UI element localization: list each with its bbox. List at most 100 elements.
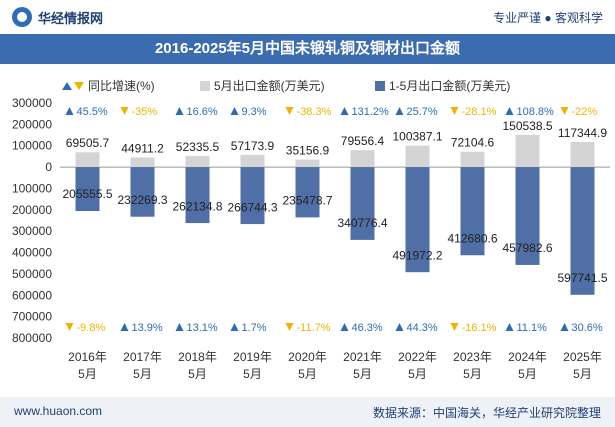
- bar-ytd: [185, 167, 210, 224]
- x-tick-label: 2019年: [233, 350, 272, 364]
- legend-label-growth: 同比增速(%): [88, 79, 155, 93]
- y-tick-label: 200000: [12, 203, 52, 217]
- y-tick-label: 100000: [12, 139, 52, 153]
- bar-ytd: [570, 167, 595, 295]
- growth-may-label: -28.1%: [462, 106, 497, 118]
- growth-ytd-label: -11.7%: [297, 322, 331, 334]
- y-tick-label: 0: [45, 160, 52, 174]
- bar-may: [295, 159, 320, 168]
- x-tick-label: 2021年: [343, 350, 382, 364]
- bar-may-label: 150538.5: [502, 119, 552, 133]
- y-tick-label: 100000: [12, 181, 52, 195]
- legend-swatch-ytd: [375, 81, 385, 91]
- growth-may-label: 25.7%: [407, 106, 438, 118]
- x-tick-label: 5月: [353, 367, 372, 381]
- growth-up-icon: [65, 107, 74, 115]
- growth-may-label: 108.8%: [517, 106, 555, 118]
- growth-up-icon: [560, 323, 569, 331]
- brand: 华经情报网: [12, 7, 103, 27]
- x-tick-label: 2023年: [453, 350, 492, 364]
- growth-ytd-label: 30.6%: [572, 322, 603, 334]
- y-tick-label: 300000: [12, 96, 52, 110]
- bar-may: [570, 142, 595, 168]
- y-tick-label: 300000: [12, 224, 52, 238]
- x-tick-label: 2024年: [508, 350, 547, 364]
- bar-may-label: 44911.2: [121, 141, 164, 155]
- footer-source: 数据来源：中国海关，华经产业研究院整理: [372, 406, 601, 420]
- x-tick-label: 2025年: [563, 350, 602, 364]
- bar-may: [350, 150, 375, 168]
- legend-swatch-may: [200, 81, 210, 91]
- x-tick-label: 5月: [573, 367, 592, 381]
- x-tick-label: 5月: [408, 367, 427, 381]
- growth-up-icon: [395, 107, 404, 115]
- bar-may: [185, 155, 210, 168]
- growth-ytd-label: 1.7%: [242, 322, 267, 334]
- growth-down-icon: [560, 107, 569, 115]
- bar-ytd: [405, 167, 430, 273]
- bar-may-label: 117344.9: [558, 126, 607, 140]
- bar-may: [240, 154, 265, 168]
- bar-ytd-label: 266744.3: [227, 200, 277, 214]
- x-tick-label: 5月: [518, 367, 537, 381]
- legend-label-ytd: 1-5月出口金额(万美元): [389, 78, 510, 93]
- bar-may-label: 35156.9: [286, 144, 330, 158]
- growth-ytd-label: 44.3%: [407, 322, 438, 334]
- bar-ytd: [75, 167, 100, 212]
- brand-logo-icon: [12, 7, 32, 27]
- y-tick-label: 200000: [12, 117, 52, 131]
- growth-down-icon: [450, 323, 459, 331]
- growth-may-label: -38.3%: [297, 106, 332, 118]
- bar-ytd-label: 412680.6: [447, 231, 497, 245]
- legend-label-may: 5月出口金额(万美元): [214, 78, 325, 93]
- x-tick-label: 5月: [243, 367, 262, 381]
- bar-ytd-label: 491972.2: [392, 248, 442, 262]
- bar-ytd-label: 205555.5: [62, 187, 112, 201]
- bar-ytd-label: 262134.8: [172, 199, 222, 213]
- growth-up-icon: [395, 323, 404, 331]
- growth-ytd-label: 11.1%: [517, 322, 548, 334]
- growth-up-icon: [120, 323, 129, 331]
- bar-may-label: 72104.6: [451, 136, 495, 150]
- bar-may-label: 79556.4: [341, 134, 385, 148]
- chart-title: 2016-2025年5月中国未锻轧铜及铜材出口金额: [154, 40, 461, 57]
- y-tick-label: 500000: [12, 267, 52, 281]
- top-bar: 华经情报网 专业严谨 ● 客观科学: [0, 0, 615, 34]
- bar-may: [75, 152, 100, 168]
- bar-ytd: [130, 167, 155, 217]
- y-tick-label: 400000: [12, 246, 52, 260]
- growth-up-icon: [175, 323, 184, 331]
- x-tick-label: 5月: [298, 367, 317, 381]
- growth-down-icon: [285, 323, 294, 331]
- x-tick-label: 5月: [133, 367, 152, 381]
- x-tick-label: 2018年: [178, 350, 217, 364]
- bar-ytd-label: 235478.7: [282, 194, 332, 208]
- bar-ytd: [295, 167, 320, 218]
- growth-ytd-label: 46.3%: [352, 322, 383, 334]
- x-tick-label: 2022年: [398, 350, 437, 364]
- bar-may: [460, 151, 485, 168]
- bar-ytd-label: 340776.4: [337, 216, 387, 230]
- bar-ytd: [240, 167, 265, 225]
- growth-up-icon: [175, 107, 184, 115]
- x-tick-label: 5月: [188, 367, 207, 381]
- legend-up-triangle-icon: [62, 82, 72, 90]
- growth-may-label: -22%: [572, 106, 598, 118]
- y-tick-label: 800000: [12, 331, 52, 345]
- footer: [0, 397, 615, 427]
- growth-may-label: 45.5%: [77, 106, 108, 118]
- bar-may: [515, 134, 540, 168]
- x-tick-label: 2020年: [288, 350, 327, 364]
- footer-website[interactable]: www.huaon.com: [14, 404, 103, 418]
- bar-ytd-label: 457982.6: [502, 241, 552, 255]
- x-tick-label: 5月: [463, 367, 482, 381]
- bar-ytd-label: 597741.5: [557, 271, 607, 285]
- y-tick-label: 700000: [12, 310, 52, 324]
- growth-ytd-label: -16.1%: [462, 322, 497, 334]
- brand-name: 华经情报网: [38, 10, 104, 26]
- bar-may: [405, 145, 430, 168]
- bar-ytd-label: 232269.3: [117, 193, 167, 207]
- bar-may-label: 100387.1: [392, 130, 442, 144]
- bar-ytd: [350, 167, 375, 240]
- bar-ytd: [515, 167, 540, 265]
